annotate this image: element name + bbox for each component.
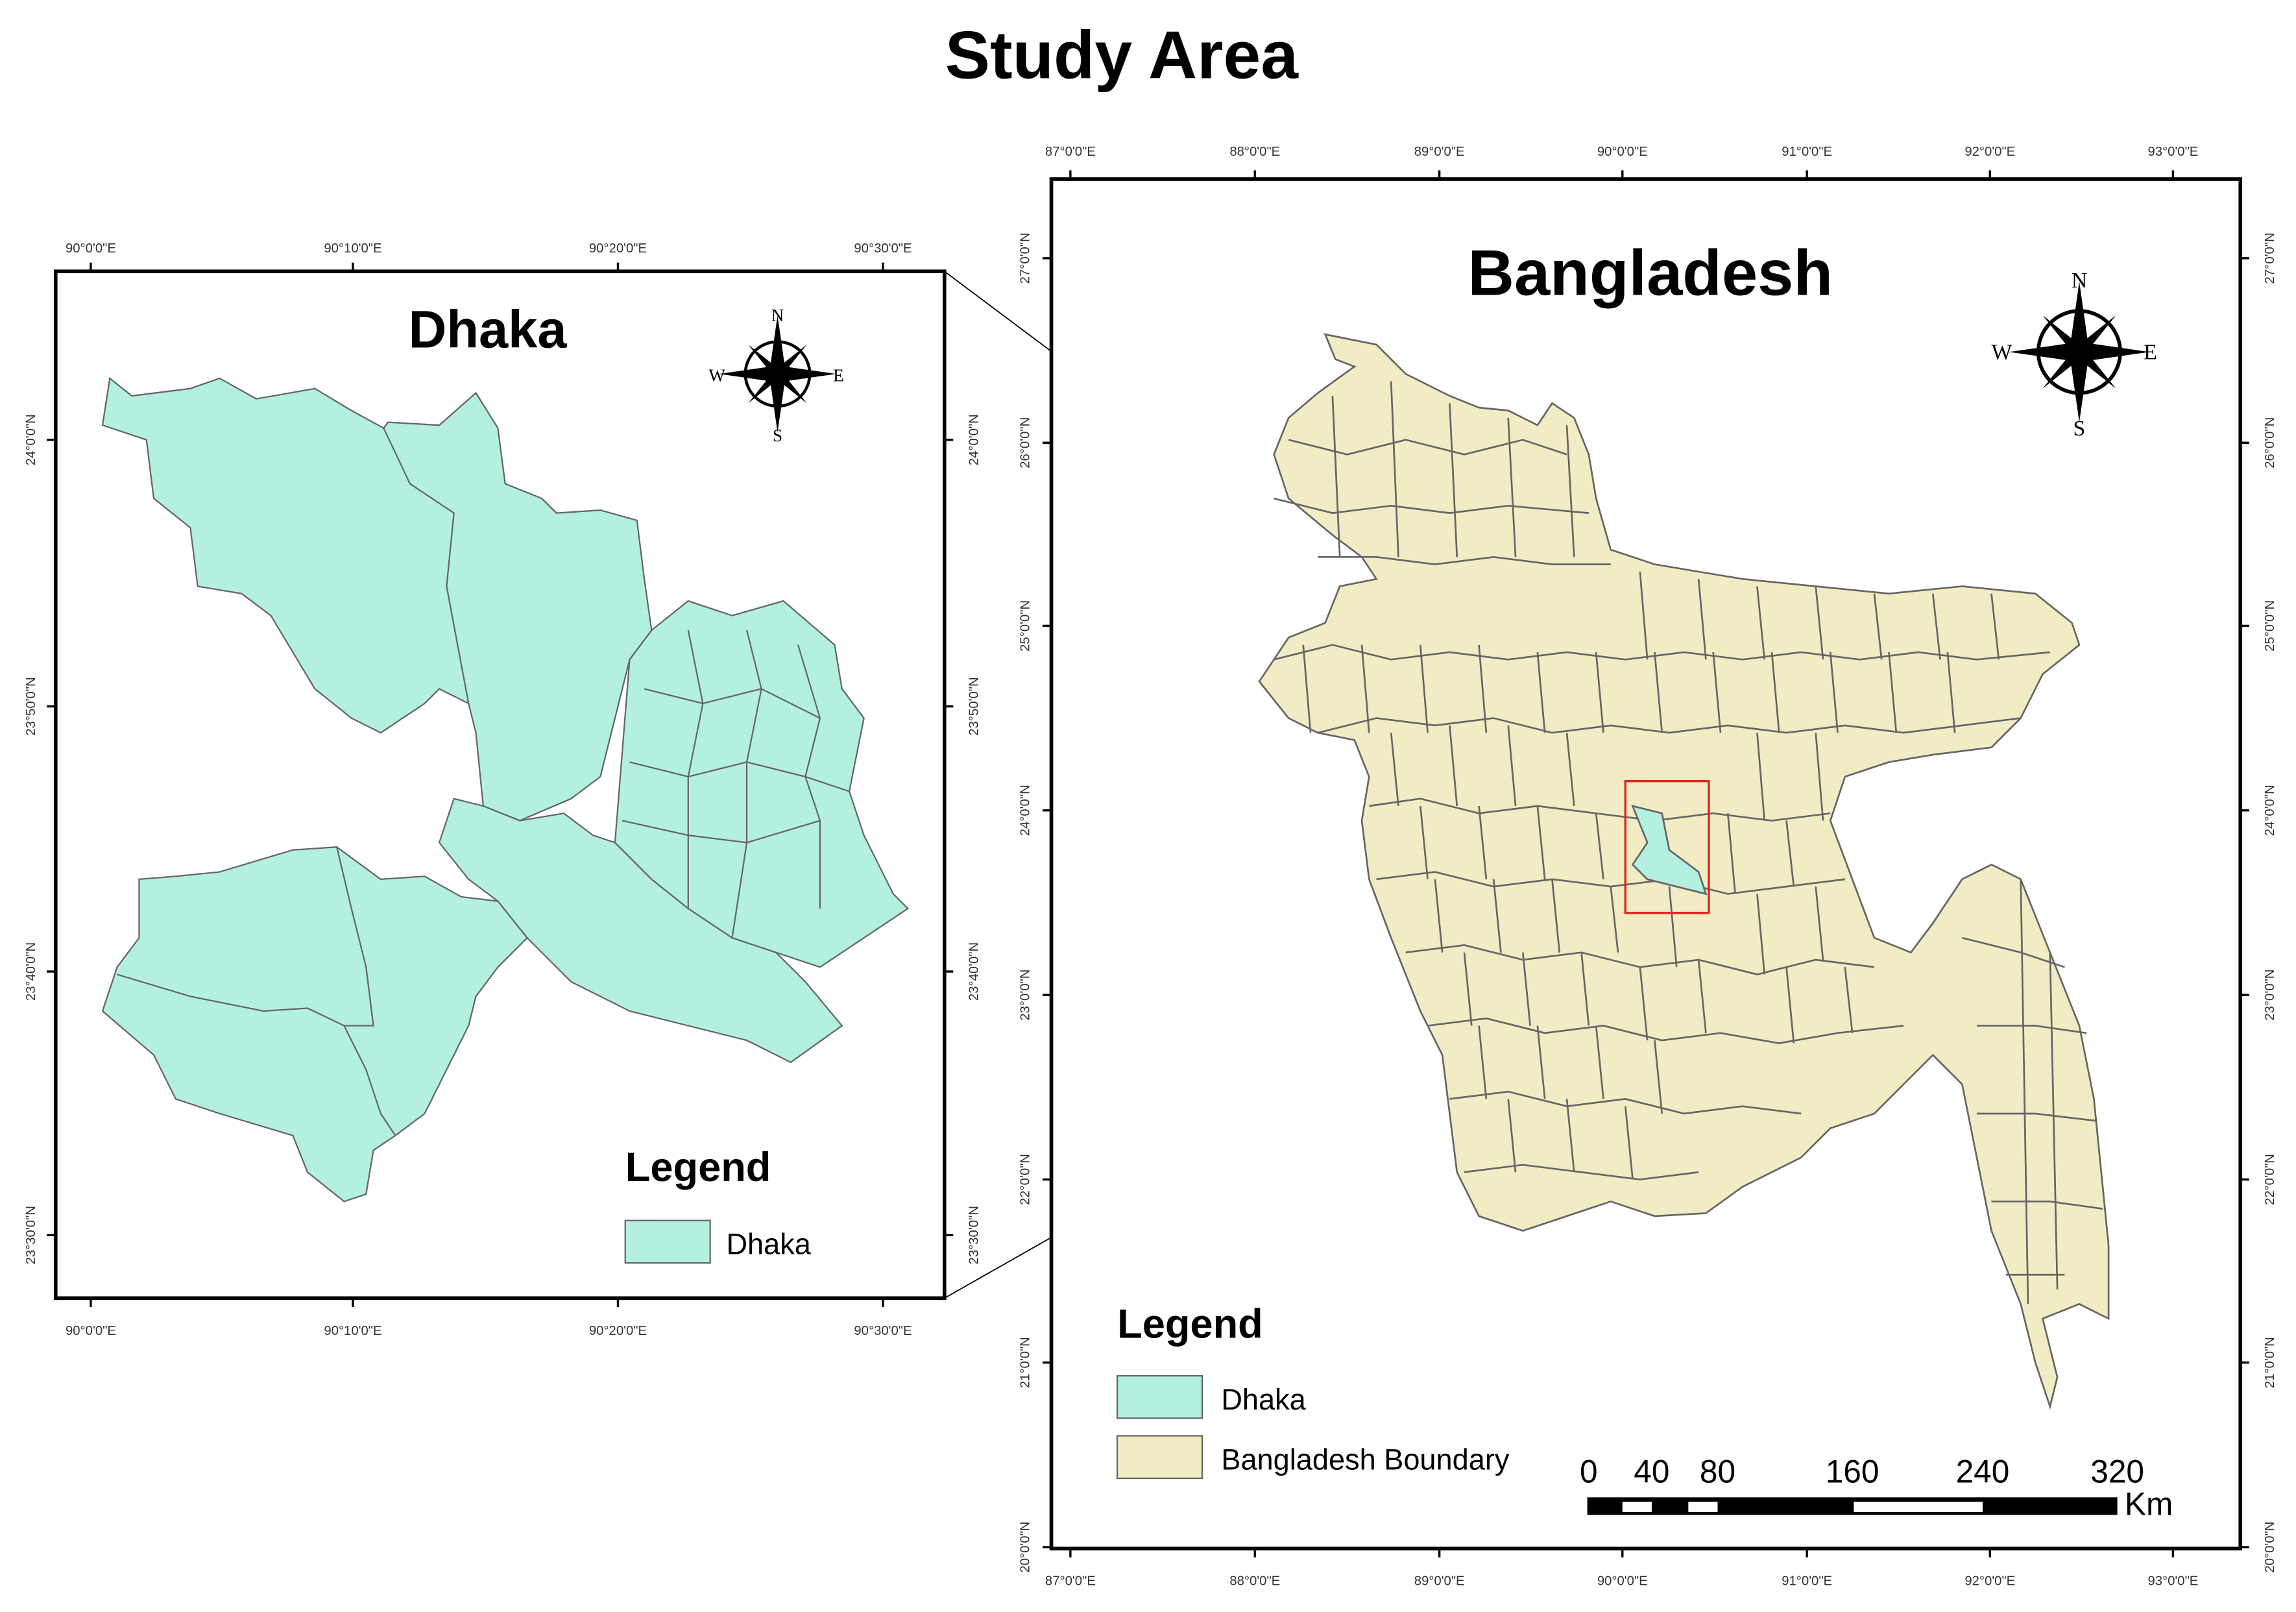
y-tick-label: 27°0'0"N [2263,232,2277,284]
x-tick-label: 90°10'0"E [324,241,381,256]
scale-label: 160 [1826,1454,1879,1490]
y-tick-label: 20°0'0"N [2263,1522,2277,1573]
compass-e: E [2144,341,2157,365]
legend-swatch-dhaka [1116,1374,1203,1419]
dhaka-inset-map: 90°0'0"E 90°0'0"E 90°10'0"E 90°10'0"E 90°20'… [24,241,982,1338]
x-tick-label: 89°0'0"E [1414,145,1465,159]
y-tick-label: 22°0'0"N [2263,1154,2277,1205]
scale-label: 40 [1634,1454,1669,1490]
legend-label-bangladesh-boundary: Bangladesh Boundary [1221,1443,1510,1476]
compass-n: N [771,306,784,325]
x-tick-label: 92°0'0"E [1964,145,2015,159]
y-tick-label: 23°40'0"N [967,942,982,1001]
x-tick-label: 90°0'0"E [66,241,116,256]
y-tick-label: 21°0'0"N [2263,1337,2277,1388]
x-tick-label: 90°30'0"E [854,1324,912,1338]
y-tick-label: 24°0'0"N [2263,785,2277,836]
legend-swatch-bangladesh [1116,1435,1203,1480]
north-arrow-icon: N S E W [708,306,843,445]
x-tick-label: 90°0'0"E [1597,145,1648,159]
scale-label: 0 [1580,1454,1598,1490]
y-tick-label: 23°50'0"N [24,677,38,735]
x-tick-label: 90°0'0"E [1597,1574,1648,1589]
figure-title: Study Area [945,18,1299,93]
x-tick-label: 92°0'0"E [1964,1574,2015,1589]
y-tick-label: 23°50'0"N [967,677,982,735]
x-tick-label: 88°0'0"E [1229,1574,1280,1589]
y-tick-label: 21°0'0"N [1019,1337,1033,1388]
north-arrow-icon: N S E W [1992,269,2157,441]
y-tick-label: 23°30'0"N [967,1206,982,1264]
x-tick-label: 93°0'0"E [2147,1574,2198,1589]
scale-bar: 0 40 80 160 240 320 Km [1580,1454,2173,1522]
compass-s: S [2073,417,2086,441]
legend-label-dhaka: Dhaka [1221,1383,1306,1416]
x-tick-label: 90°20'0"E [589,1324,647,1338]
scale-label: 80 [1700,1454,1735,1490]
x-tick-label: 91°0'0"E [1782,1574,1832,1589]
x-tick-label: 88°0'0"E [1229,145,1280,159]
y-tick-label: 23°0'0"N [1019,970,1033,1021]
compass-s: S [773,426,782,445]
compass-n: N [2072,269,2087,293]
x-tick-label: 90°30'0"E [854,241,912,256]
y-tick-label: 23°40'0"N [24,942,38,1001]
bangladesh-map-title: Bangladesh [1468,237,1833,309]
compass-e: E [833,365,844,385]
x-tick-label: 87°0'0"E [1045,1574,1096,1589]
x-tick-label: 87°0'0"E [1045,145,1096,159]
x-tick-label: 90°20'0"E [589,241,647,256]
legend-label-dhaka: Dhaka [726,1228,811,1261]
dhaka-extent-box [1624,779,1710,914]
bangladesh-main-map: 87°0'0"E 87°0'0"E 88°0'0"E 88°0'0"E 89°0'0"E… [1019,145,2277,1589]
dhaka-polygons [101,376,910,1203]
compass-w: W [1992,341,2012,365]
bangladesh-polygons [1258,333,2110,1410]
x-tick-label: 90°10'0"E [324,1324,381,1338]
scale-label: 320 [2090,1454,2144,1490]
scale-label: 240 [1956,1454,2010,1490]
x-tick-label: 91°0'0"E [1782,145,1832,159]
bangladesh-legend: Legend Dhaka Bangladesh Boundary [1116,1301,1510,1480]
compass-w: W [708,365,725,385]
y-tick-label: 26°0'0"N [2263,417,2277,469]
x-tick-label: 89°0'0"E [1414,1574,1465,1589]
legend-title: Legend [625,1145,771,1190]
dhaka-legend: Legend Dhaka [624,1145,812,1264]
dhaka-map-title: Dhaka [409,300,568,360]
legend-title: Legend [1117,1301,1263,1347]
scale-unit: Km [2125,1485,2173,1522]
y-tick-label: 24°0'0"N [24,414,38,465]
x-tick-label: 93°0'0"E [2147,145,2198,159]
y-tick-label: 23°0'0"N [2263,970,2277,1021]
y-tick-label: 25°0'0"N [2263,600,2277,652]
y-tick-label: 20°0'0"N [1019,1522,1033,1573]
y-tick-label: 26°0'0"N [1019,417,1033,469]
x-tick-label: 90°0'0"E [66,1324,116,1338]
y-tick-label: 24°0'0"N [1019,785,1033,836]
y-tick-label: 27°0'0"N [1019,232,1033,284]
y-tick-label: 25°0'0"N [1019,600,1033,652]
y-tick-label: 24°0'0"N [967,414,982,465]
legend-swatch-dhaka [624,1219,711,1264]
y-tick-label: 23°30'0"N [24,1206,38,1264]
y-tick-label: 22°0'0"N [1019,1154,1033,1205]
